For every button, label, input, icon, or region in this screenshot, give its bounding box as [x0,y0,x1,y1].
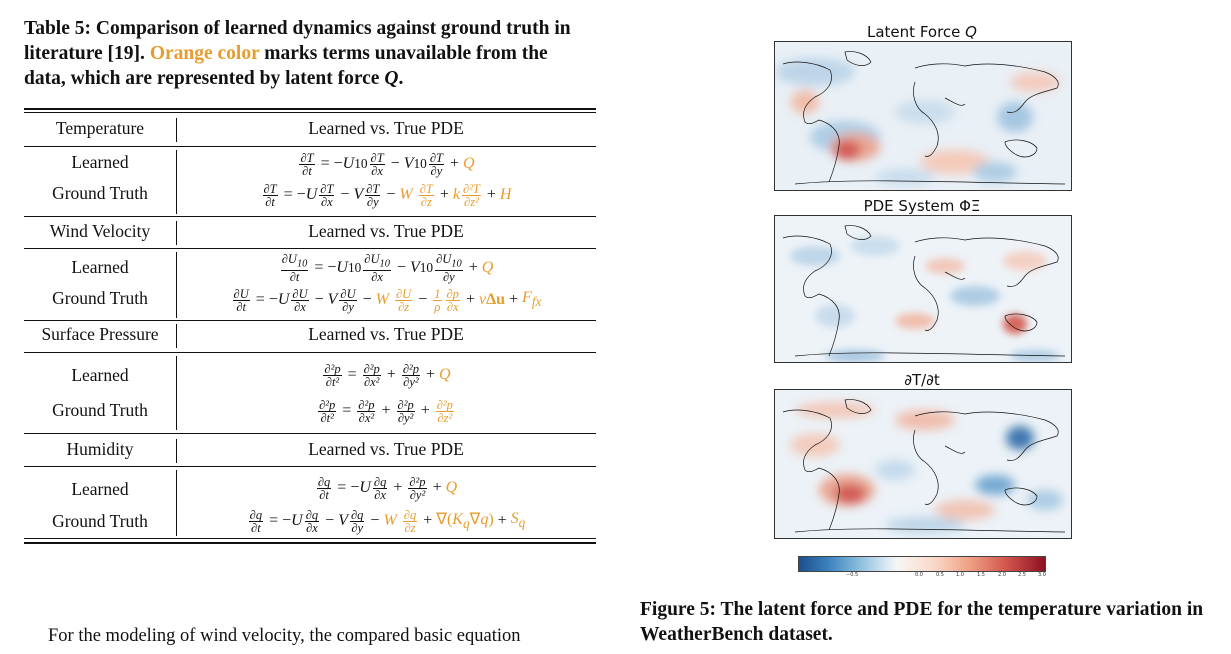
column-divider [176,118,177,142]
row-label-ground-truth: Ground Truth [52,183,148,203]
colorbar-tick: 1.5 [977,572,985,578]
panel-title-latent-force: Latent Force Q [867,23,977,41]
section-header-humidity: Learned vs. True PDE [308,439,464,459]
section-label-temperature: Temperature [55,118,145,138]
column-divider [176,439,177,463]
row-label-learned: Learned [71,479,129,499]
row-label-ground-truth: Ground Truth [52,288,148,308]
row-label-learned: Learned [71,257,129,277]
row-rule [24,466,596,467]
row-rule [24,352,596,353]
table-caption: Table 5: Comparison of learned dynamics … [24,18,571,89]
map-pde-system [774,215,1072,363]
figure-caption: Figure 5: The latent force and PDE for t… [640,599,1204,645]
colorbar-tick: 2.5 [1018,572,1026,578]
row-rule [24,216,596,217]
equation-humidity-learned: ∂q ∂t = − U ∂q ∂x + ∂²p ∂y² + Q [316,474,458,502]
map-dtdt [774,389,1072,539]
row-label-learned: Learned [71,365,129,385]
body-paragraph: For the modeling of wind velocity, the c… [48,626,521,646]
row-label-ground-truth: Ground Truth [52,400,148,420]
column-divider [176,150,177,214]
colorbar-tick: 0.5 [936,572,944,578]
map-latent-force [774,41,1072,191]
equation-humidity-truth: ∂q ∂t = − U ∂q ∂x − V ∂q ∂y − W ∂q ∂z + ∇(Kq∇q) + Sq [248,507,526,535]
bottom-rule-2 [24,542,596,544]
equation-wind-truth: ∂U ∂t = − U ∂U ∂x − V ∂U ∂y − W ∂U ∂z −1 ρ ∂p ∂x + νΔu + Ffx [232,286,542,314]
equation-temperature-truth: ∂T ∂t = − U ∂T ∂x − V ∂T ∂y − W ∂T ∂z + k ∂²T ∂z² + H [262,181,512,209]
row-rule [24,320,596,321]
comparison-table: Temperature Learned vs. True PDE Learned… [24,108,596,544]
column-divider [176,252,177,318]
row-rule [24,248,596,249]
panel-title-dtdt: ∂T/∂t [904,371,940,389]
equation-pressure-truth: ∂²p ∂t² = ∂²p ∂x² + ∂²p ∂y² + ∂²p ∂z² [318,397,454,425]
row-label-learned: Learned [71,152,129,172]
colorbar-tick: 2.0 [998,572,1006,578]
colorbar-tick: 0.0 [915,572,923,578]
section-header-temperature: Learned vs. True PDE [308,118,464,138]
row-rule [24,433,596,434]
row-label-ground-truth: Ground Truth [52,511,148,531]
section-label-humidity: Humidity [66,439,134,459]
equation-wind-learned: ∂U10 ∂t = − U 10 ∂U10 ∂x − V 10 ∂U10 ∂y + Q [280,251,494,285]
colorbar-tick: 3.0 [1038,572,1046,578]
column-divider [176,356,177,430]
row-rule [24,146,596,147]
section-header-surface-pressure: Learned vs. True PDE [308,324,464,344]
colorbar [798,556,1046,572]
orange-color-label: Orange color [149,43,260,64]
equation-pressure-learned: ∂²p ∂t² = ∂²p ∂x² + ∂²p ∂y² + Q [323,361,451,389]
section-label-wind-velocity: Wind Velocity [49,221,151,241]
top-rule [24,108,596,110]
column-divider [176,221,177,245]
panel-title-pde-system: PDE System ΦΞ [863,197,981,215]
section-header-wind-velocity: Learned vs. True PDE [308,221,464,241]
section-label-surface-pressure: Surface Pressure [41,324,159,344]
top-rule-2 [24,112,596,113]
column-divider [176,324,177,348]
colorbar-tick: −0.5 [846,572,859,578]
column-divider [176,470,177,536]
colorbar-tick: 1.0 [956,572,964,578]
bottom-rule [24,538,596,539]
equation-temperature-learned: ∂T ∂t = − U 10 ∂T ∂x − V 10 ∂T ∂y + Q [299,150,475,178]
